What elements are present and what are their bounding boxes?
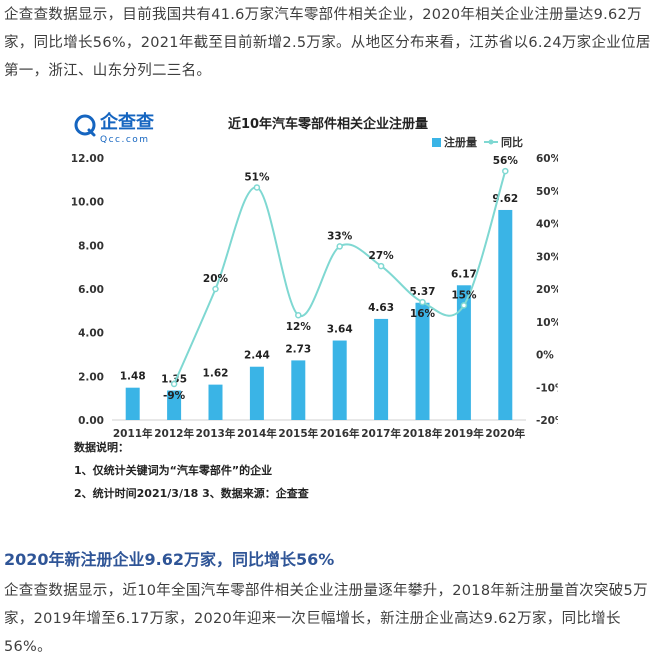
y-left-tick-label: 8.00 — [78, 240, 104, 252]
bar-2012年 — [167, 390, 182, 420]
bar-2015年 — [291, 360, 306, 420]
x-tick-label: 2013年 — [196, 427, 236, 440]
qcc-logo-name: 企查查 — [99, 111, 154, 133]
legend-line-label: 同比 — [501, 135, 523, 149]
chart-frame: 企查查 Qcc.com 近10年汽车零部件相关企业注册量 注册量 同比 0.00… — [66, 100, 558, 516]
notes-line-2: 2、统计时间2021/3/18 3、数据来源：企查查 — [74, 486, 309, 500]
bar-value-label: 6.17 — [451, 268, 477, 280]
x-tick-label: 2016年 — [320, 427, 360, 440]
yoy-value-label: 12% — [286, 321, 312, 333]
chart-notes: 数据说明： 1、仅统计关键词为“汽车零部件”的企业 2、统计时间2021/3/1… — [74, 440, 309, 500]
bar-value-label: 2.44 — [244, 350, 270, 362]
x-tick-label: 2014年 — [237, 427, 277, 440]
yoy-point-2013年 — [212, 285, 219, 293]
bar-value-label: 1.48 — [120, 371, 146, 383]
chart-legend: 注册量 同比 — [432, 135, 523, 149]
y-right-tick-label: 40% — [536, 219, 558, 231]
yoy-value-label: 33% — [327, 230, 353, 242]
x-tick-label: 2015年 — [278, 427, 318, 440]
chart-svg: 企查查 Qcc.com 近10年汽车零部件相关企业注册量 注册量 同比 0.00… — [71, 111, 558, 500]
y-left-tick-label: 12.00 — [71, 153, 104, 165]
bar-2013年 — [208, 384, 223, 420]
yoy-value-label: -9% — [163, 390, 186, 402]
bar-value-label: 2.73 — [285, 343, 311, 355]
detail-paragraph: 企查查数据显示，近10年全国汽车零部件相关企业注册量逐年攀升，2018年新注册量… — [4, 583, 648, 655]
x-tick-label: 2018年 — [403, 427, 443, 440]
legend-line-marker — [488, 139, 494, 145]
qcc-logo-icon — [74, 114, 96, 136]
y-right-tick-label: 20% — [536, 284, 558, 296]
bar-2011年 — [125, 387, 140, 420]
y-left-tick-label: 10.00 — [71, 197, 104, 209]
bar-2016年 — [332, 340, 347, 420]
y-right-tick-label: 30% — [536, 251, 558, 263]
x-tick-label: 2017年 — [361, 427, 401, 440]
bar-2019年 — [456, 285, 471, 420]
qcc-logo: 企查查 Qcc.com — [74, 111, 154, 145]
bar-value-label: 4.63 — [368, 302, 394, 314]
y-right-tick-label: 50% — [536, 186, 558, 198]
x-tick-label: 2011年 — [113, 427, 153, 440]
bar-value-label: 1.35 — [161, 374, 187, 386]
bar-2017年 — [374, 318, 389, 420]
bar-value-label: 1.62 — [203, 368, 229, 380]
yoy-line-path — [173, 170, 507, 385]
legend-bar-label: 注册量 — [444, 135, 477, 149]
y-right-tick-label: 10% — [536, 317, 558, 329]
bar-2020年 — [498, 209, 513, 420]
notes-heading: 数据说明： — [74, 440, 129, 454]
yoy-point-2019年 — [460, 302, 468, 309]
section-heading: 2020年新注册企业9.62万家，同比增长56% — [4, 550, 335, 569]
chart-title: 近10年汽车零部件相关企业注册量 — [228, 116, 428, 132]
yoy-value-label: 56% — [493, 155, 519, 167]
yoy-point-2014年 — [253, 184, 261, 191]
y-right-tick-label: -10% — [536, 382, 558, 394]
y-left-tick-label: 4.00 — [78, 328, 104, 340]
y-left-tick-label: 2.00 — [78, 371, 104, 383]
x-tick-label: 2020年 — [485, 427, 525, 440]
notes-line-1: 1、仅统计关键词为“汽车零部件”的企业 — [74, 463, 272, 477]
yoy-point-2018年 — [419, 298, 426, 306]
bar-2018年 — [415, 302, 430, 420]
yoy-value-label: 51% — [244, 171, 270, 183]
y-left-tick-label: 6.00 — [78, 284, 104, 296]
intro-paragraph: 企查查数据显示，目前我国共有41.6万家汽车零部件相关企业，2020年相关企业注… — [4, 7, 651, 79]
bar-value-label: 3.64 — [327, 324, 353, 336]
yoy-value-label: 27% — [369, 250, 395, 262]
yoy-point-2020年 — [502, 167, 509, 175]
bar-value-label: 5.37 — [410, 286, 436, 298]
yoy-point-2015年 — [295, 311, 302, 319]
y-right-tick-label: 60% — [536, 153, 558, 165]
yoy-value-label: 16% — [410, 308, 436, 320]
y-right-tick-label: -20% — [536, 415, 558, 427]
yoy-point-2012年 — [170, 380, 178, 388]
y-right-tick-label: 0% — [536, 350, 554, 362]
x-tick-label: 2019年 — [444, 427, 484, 440]
plot-area: 0.00 2.00 4.00 6.00 8.00 10.00 12.00 -20% -10% 0%… — [71, 153, 558, 440]
qcc-logo-domain: Qcc.com — [100, 135, 150, 145]
y-left-tick-label: 0.00 — [78, 415, 104, 427]
x-tick-label: 2012年 — [154, 427, 194, 440]
yoy-point-2016年 — [336, 243, 343, 250]
yoy-value-label: 15% — [451, 289, 477, 301]
yoy-point-2017年 — [377, 262, 385, 270]
legend-bar-swatch — [432, 138, 441, 147]
qcc-logo-icon-tail — [87, 128, 96, 137]
yoy-value-label: 20% — [203, 273, 229, 285]
bar-2014年 — [249, 366, 264, 420]
